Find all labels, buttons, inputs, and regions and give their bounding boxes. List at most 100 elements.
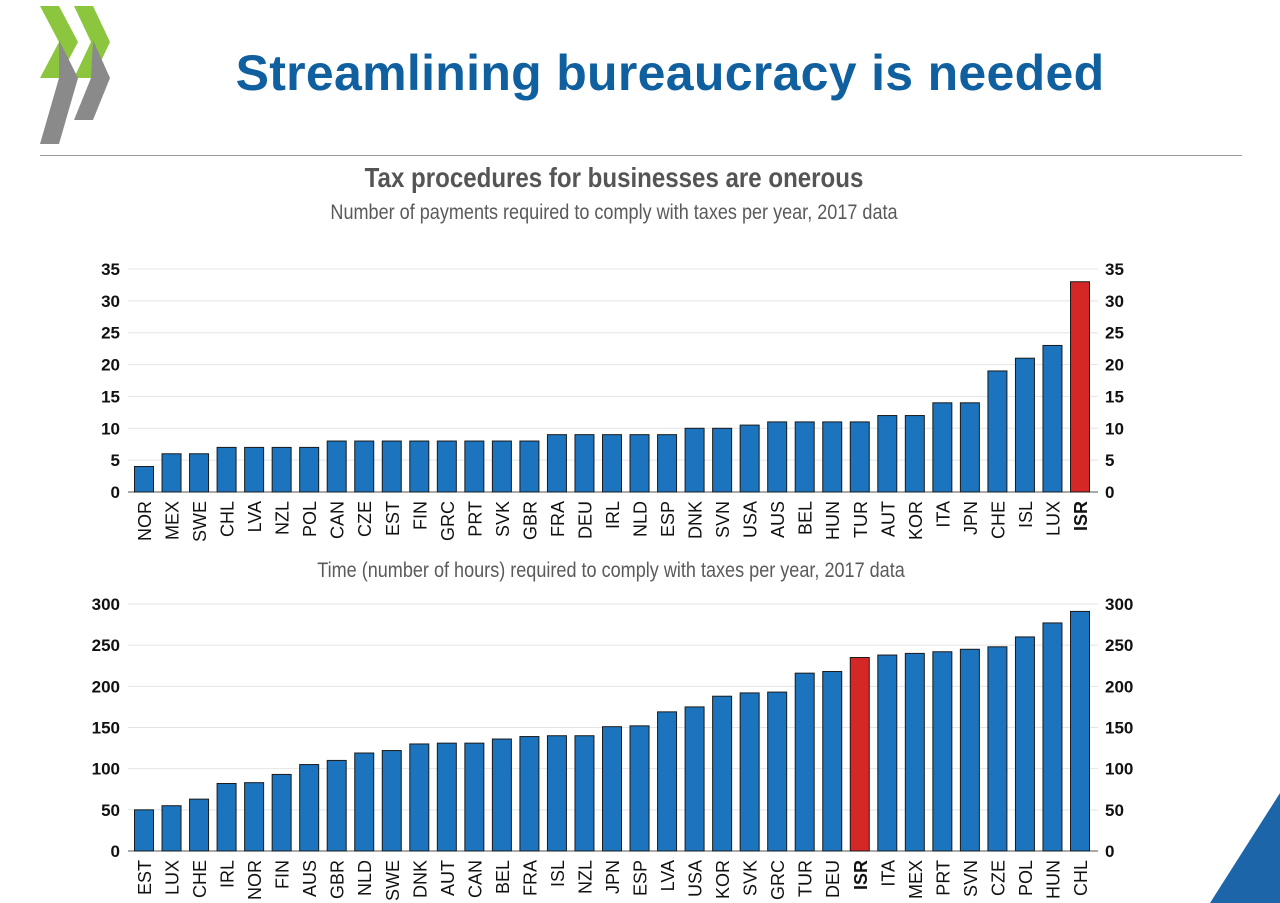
x-tick-label-pol: POL: [1016, 860, 1036, 896]
bar-svn: [712, 427, 733, 493]
y-tick-label-right: 25: [1105, 324, 1124, 343]
x-tick-label-irl: IRL: [218, 860, 238, 888]
bar-fra: [546, 434, 567, 493]
y-tick-label-left: 5: [111, 451, 120, 470]
corner-decoration: [1210, 793, 1280, 903]
bar-kor: [904, 415, 925, 493]
x-tick-label-aut: AUT: [438, 860, 458, 896]
x-tick-label-lva: LVA: [245, 501, 265, 532]
page-title: Streamlining bureaucracy is needed: [235, 45, 1105, 101]
bar-pol: [1014, 636, 1035, 852]
bar-che: [987, 370, 1008, 493]
x-tick-label-nor: NOR: [245, 860, 265, 900]
bar-swe: [189, 453, 210, 493]
bar-hun: [1042, 622, 1063, 852]
bar-deu: [822, 671, 843, 852]
bar-cze: [354, 440, 375, 493]
y-tick-label-right: 5: [1105, 451, 1114, 470]
y-tick-label-left: 0: [111, 483, 120, 502]
x-tick-label-svn: SVN: [961, 860, 981, 897]
y-tick-label-right: 0: [1105, 842, 1114, 861]
x-tick-label-tur: TUR: [851, 501, 871, 538]
x-tick-label-grc: GRC: [438, 501, 458, 541]
bar-nor: [134, 466, 154, 493]
bar-aut: [436, 742, 457, 852]
y-tick-label-right: 0: [1105, 483, 1114, 502]
y-tick-label-left: 30: [101, 292, 120, 311]
x-tick-label-lux: LUX: [1043, 501, 1063, 536]
bar-est: [134, 809, 154, 852]
x-tick-label-chl: CHL: [1071, 860, 1091, 896]
x-tick-label-isl: ISL: [548, 860, 568, 887]
bar-usa: [739, 424, 760, 493]
bar-nld: [354, 752, 375, 852]
bar-kor: [712, 695, 733, 852]
x-tick-label-hun: HUN: [823, 501, 843, 540]
x-tick-label-can: CAN: [328, 501, 348, 539]
x-tick-label-esp: ESP: [658, 501, 678, 537]
x-tick-label-hun: HUN: [1043, 860, 1063, 899]
bar-dnk: [409, 743, 430, 852]
bar-che: [189, 798, 210, 852]
x-tick-label-aut: AUT: [878, 501, 898, 537]
y-tick-label-right: 250: [1105, 636, 1133, 655]
x-tick-label-mex: MEX: [906, 860, 926, 899]
x-tick-label-isr: ISR: [1071, 501, 1091, 531]
bar-fin: [409, 440, 430, 493]
bar-aus: [299, 764, 320, 852]
bar-est: [381, 440, 402, 493]
x-tick-label-tur: TUR: [796, 860, 816, 897]
y-tick-label-left: 200: [92, 677, 120, 696]
x-tick-label-isr: ISR: [851, 860, 871, 890]
x-tick-label-irl: IRL: [603, 501, 623, 529]
y-tick-label-left: 50: [101, 801, 120, 820]
x-tick-label-prt: PRT: [465, 501, 485, 537]
x-tick-label-can: CAN: [465, 860, 485, 898]
x-tick-label-kor: KOR: [906, 501, 926, 540]
x-tick-label-nzl: NZL: [575, 860, 595, 894]
x-tick-label-dnk: DNK: [410, 860, 430, 898]
y-tick-label-right: 15: [1105, 387, 1124, 406]
x-tick-label-usa: USA: [686, 860, 706, 897]
x-tick-label-grc: GRC: [768, 860, 788, 900]
y-tick-label-left: 300: [92, 595, 120, 614]
bar-prt: [464, 440, 485, 493]
bar-lva: [657, 711, 678, 852]
x-tick-label-usa: USA: [741, 501, 761, 538]
x-tick-label-est: EST: [135, 860, 155, 895]
bar-esp: [657, 434, 678, 493]
bar-grc: [767, 691, 788, 852]
x-tick-label-jpn: JPN: [961, 501, 981, 535]
bar-tur: [849, 421, 870, 493]
x-tick-label-svn: SVN: [713, 501, 733, 538]
bar-mex: [161, 453, 182, 493]
x-tick-label-gbr: GBR: [328, 860, 348, 899]
bar-gbr: [326, 759, 347, 852]
bar-tur: [794, 672, 815, 852]
bar-dnk: [684, 427, 705, 493]
bar-prt: [932, 651, 953, 852]
x-tick-label-svk: SVK: [741, 860, 761, 896]
x-tick-label-nld: NLD: [631, 501, 651, 537]
oecd-chevron-logo-icon: [40, 6, 110, 144]
bar-jpn: [959, 402, 980, 493]
x-tick-label-fin: FIN: [410, 501, 430, 530]
bar-gbr: [519, 440, 540, 493]
x-tick-label-isl: ISL: [1016, 501, 1036, 528]
bar-chl: [1070, 610, 1090, 852]
x-tick-label-dnk: DNK: [686, 501, 706, 539]
y-tick-label-right: 200: [1105, 677, 1133, 696]
bar-chl: [216, 446, 237, 493]
y-tick-label-left: 150: [92, 719, 120, 738]
bar-aut: [877, 415, 898, 493]
bar-lva: [244, 446, 265, 493]
y-tick-label-right: 20: [1105, 356, 1124, 375]
bar-ita: [877, 654, 898, 852]
y-tick-label-left: 10: [101, 419, 120, 438]
bar-lux: [161, 805, 182, 852]
y-tick-label-left: 0: [111, 842, 120, 861]
bar-grc: [436, 440, 457, 493]
bar-svk: [491, 440, 512, 493]
